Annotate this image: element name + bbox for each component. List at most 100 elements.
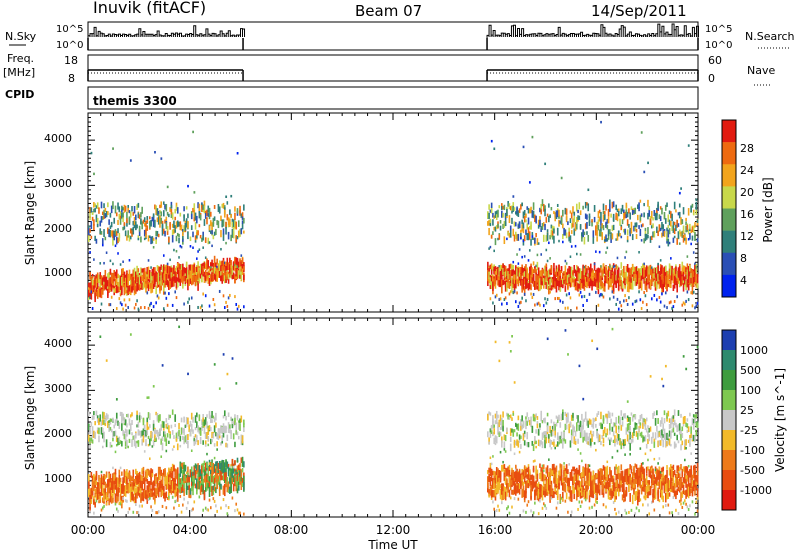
echo-cell	[687, 208, 690, 216]
echo-cell	[499, 414, 502, 422]
echo-cell	[239, 470, 241, 477]
echo-cell	[204, 275, 207, 282]
echo-cell	[231, 265, 234, 275]
echo-cell	[664, 265, 667, 273]
echo-cell	[534, 280, 536, 290]
echo-cell	[489, 218, 492, 224]
echo-cell	[617, 267, 620, 275]
echo-cell	[495, 274, 498, 281]
power-y-tick-4000: 4000	[44, 132, 72, 145]
echo-cell	[124, 471, 127, 476]
echo-cell	[225, 504, 227, 508]
echo-cell	[187, 417, 189, 425]
echo-cell	[151, 431, 154, 439]
echo-cell	[166, 496, 169, 500]
echo-cell	[190, 296, 193, 300]
echo-cell	[553, 268, 555, 276]
echo-cell	[662, 272, 665, 280]
echo-cell	[549, 235, 551, 240]
echo-cell	[115, 507, 118, 511]
echo-cell	[668, 241, 671, 245]
echo-cell	[494, 480, 497, 489]
echo-cell	[197, 250, 199, 253]
echo-cell	[692, 290, 695, 294]
echo-cell	[227, 296, 230, 300]
echo-cell	[207, 205, 210, 213]
echo-cell	[492, 470, 494, 476]
echo-cell	[135, 285, 137, 294]
echo-cell	[222, 272, 225, 282]
nsearch-label: N.Search	[745, 30, 795, 43]
echo-cell	[515, 490, 517, 496]
echo-cell	[659, 276, 662, 286]
echo-cell	[180, 245, 183, 249]
echo-cell	[503, 472, 506, 481]
echo-cell	[155, 301, 157, 305]
echo-cell	[103, 419, 105, 425]
echo-cell	[90, 490, 93, 499]
echo-cell	[182, 435, 184, 440]
echo-cell	[564, 259, 567, 263]
echo-cell	[174, 229, 177, 233]
echo-cell	[522, 420, 525, 429]
echo-cell	[672, 269, 675, 276]
echo-cell	[658, 224, 661, 232]
echo-cell	[509, 225, 512, 231]
echo-cell	[107, 480, 109, 487]
echo-cell	[128, 210, 131, 214]
echo-cell	[133, 439, 136, 447]
echo-cell	[189, 275, 192, 284]
echo-cell	[226, 273, 229, 281]
echo-cell	[170, 472, 173, 479]
echo-cell	[138, 282, 141, 291]
echo-cell	[229, 424, 231, 429]
echo-cell	[131, 412, 133, 417]
echo-cell	[112, 230, 114, 239]
echo-cell	[513, 270, 516, 275]
echo-cell	[626, 229, 629, 235]
echo-cell	[170, 212, 173, 218]
echo-cell	[124, 205, 127, 212]
echo-cell	[149, 282, 151, 290]
echo-cell	[185, 417, 188, 421]
echo-cell	[532, 468, 535, 473]
echo-cell	[152, 305, 155, 309]
echo-cell	[170, 479, 173, 489]
echo-cell	[232, 433, 235, 440]
echo-cell	[101, 477, 104, 483]
echo-cell	[502, 205, 504, 210]
echo-cell	[507, 271, 509, 279]
echo-cell	[222, 294, 225, 298]
echo-cell	[609, 265, 611, 268]
echo-cell	[110, 481, 113, 490]
echo-cell	[235, 268, 238, 277]
echo-cell	[140, 493, 142, 503]
echo-cell	[182, 462, 184, 470]
echo-cell	[171, 303, 174, 307]
echo-cell	[654, 267, 657, 277]
echo-cell	[122, 268, 124, 274]
echo-cell	[517, 224, 520, 228]
echo-cell	[666, 241, 668, 244]
echo-cell	[207, 237, 210, 245]
echo-cell	[234, 414, 236, 419]
echo-cell	[113, 482, 116, 490]
echo-cell	[109, 229, 112, 238]
echo-cell	[226, 434, 229, 442]
echo-cell	[673, 201, 676, 210]
echo-cell	[602, 295, 605, 299]
echo-cell	[91, 284, 94, 294]
echo-cell	[211, 438, 213, 443]
colorbar-block	[722, 186, 736, 209]
echo-cell	[513, 381, 516, 384]
echo-cell	[220, 442, 222, 446]
echo-cell	[121, 440, 123, 447]
echo-cell	[637, 278, 639, 284]
echo-cell	[694, 268, 696, 276]
echo-cell	[182, 471, 184, 481]
echo-cell	[695, 198, 698, 201]
echo-cell	[213, 216, 216, 221]
echo-cell	[197, 475, 199, 483]
echo-cell	[549, 278, 551, 289]
echo-cell	[122, 260, 124, 264]
